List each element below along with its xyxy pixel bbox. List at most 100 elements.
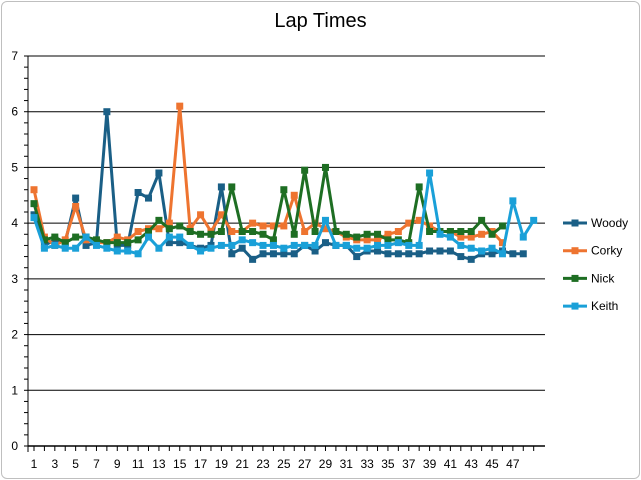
data-point-nick xyxy=(61,239,69,247)
data-point-keith xyxy=(394,239,402,247)
data-point-keith xyxy=(498,250,506,258)
data-point-corky xyxy=(113,233,121,241)
x-tick-label: 35 xyxy=(381,457,395,471)
data-point-nick xyxy=(363,230,371,238)
data-point-keith xyxy=(30,214,38,222)
data-point-woody xyxy=(311,247,319,255)
data-point-woody xyxy=(394,250,402,258)
data-point-nick xyxy=(197,230,205,238)
x-tick-label: 47 xyxy=(506,457,520,471)
data-point-keith xyxy=(332,241,340,249)
data-point-corky xyxy=(259,222,267,230)
data-point-nick xyxy=(51,233,59,241)
data-point-corky xyxy=(30,186,38,194)
data-point-keith xyxy=(509,197,517,205)
data-point-keith xyxy=(519,233,527,241)
data-point-corky xyxy=(134,228,142,235)
legend-label: Corky xyxy=(591,244,622,258)
x-tick-label: 1 xyxy=(31,457,38,471)
data-point-keith xyxy=(384,241,392,249)
data-point-nick xyxy=(290,230,298,238)
data-point-nick xyxy=(426,228,434,235)
data-point-woody xyxy=(165,239,173,247)
data-point-woody xyxy=(436,247,444,255)
data-point-keith xyxy=(249,239,257,247)
data-point-nick xyxy=(269,236,277,244)
x-tick-label: 25 xyxy=(277,457,291,471)
data-point-keith xyxy=(217,241,225,249)
data-point-nick xyxy=(384,236,392,244)
data-point-corky xyxy=(363,236,371,244)
data-point-keith xyxy=(301,241,309,249)
data-point-woody xyxy=(446,247,454,255)
data-point-nick xyxy=(446,228,454,235)
data-point-keith xyxy=(342,241,350,249)
data-point-corky xyxy=(478,230,486,238)
data-point-woody xyxy=(176,239,184,247)
data-point-keith xyxy=(436,230,444,238)
data-point-corky xyxy=(72,202,80,210)
data-point-keith xyxy=(228,241,236,249)
data-point-keith xyxy=(197,247,205,255)
data-point-corky xyxy=(394,228,402,235)
data-point-keith xyxy=(165,233,173,241)
data-point-keith xyxy=(155,244,163,252)
data-point-woody xyxy=(290,250,298,258)
data-point-corky xyxy=(301,228,309,235)
data-point-nick xyxy=(353,233,361,241)
data-point-keith xyxy=(103,244,111,252)
x-tick-label: 7 xyxy=(93,457,100,471)
x-tick-label: 41 xyxy=(444,457,458,471)
data-point-nick xyxy=(155,216,163,224)
data-point-keith xyxy=(530,216,538,224)
data-point-nick xyxy=(311,228,319,235)
x-tick-label: 15 xyxy=(173,457,187,471)
data-point-nick xyxy=(280,186,288,194)
data-point-woody xyxy=(134,189,142,196)
data-point-woody xyxy=(405,250,413,258)
data-point-nick xyxy=(457,228,465,235)
data-point-keith xyxy=(72,244,80,252)
x-tick-label: 3 xyxy=(51,457,58,471)
x-tick-label: 31 xyxy=(340,457,354,471)
legend-marker xyxy=(571,274,579,282)
data-point-corky xyxy=(457,233,465,241)
data-point-keith xyxy=(51,241,59,249)
data-point-keith xyxy=(113,247,121,255)
data-point-nick xyxy=(176,222,184,230)
data-point-woody xyxy=(269,250,277,258)
data-point-keith xyxy=(353,244,361,252)
data-point-nick xyxy=(30,200,38,208)
x-tick-label: 29 xyxy=(319,457,333,471)
x-tick-label: 11 xyxy=(132,457,145,471)
y-tick-label: 1 xyxy=(11,383,18,397)
data-point-keith xyxy=(40,244,48,252)
y-tick-label: 0 xyxy=(11,439,18,453)
y-tick-label: 3 xyxy=(11,272,18,286)
data-point-keith xyxy=(82,233,90,241)
data-point-nick xyxy=(134,236,142,244)
data-point-nick xyxy=(238,228,246,235)
data-point-woody xyxy=(509,250,517,258)
x-tick-label: 21 xyxy=(236,457,250,471)
data-point-woody xyxy=(259,250,267,258)
data-point-nick xyxy=(113,239,121,247)
data-point-keith xyxy=(467,244,475,252)
data-point-keith xyxy=(145,233,153,241)
legend-marker xyxy=(571,219,579,227)
data-point-keith xyxy=(426,169,434,177)
x-tick-label: 27 xyxy=(298,457,312,471)
data-point-nick xyxy=(478,216,486,224)
data-point-woody xyxy=(155,169,163,177)
data-point-nick xyxy=(259,230,267,238)
data-point-keith xyxy=(290,241,298,249)
data-point-keith xyxy=(280,244,288,252)
data-point-keith xyxy=(321,216,329,224)
series-line-corky xyxy=(32,104,504,247)
data-point-nick xyxy=(72,233,80,241)
data-point-corky xyxy=(269,222,277,230)
data-point-nick xyxy=(228,183,236,191)
y-tick-label: 5 xyxy=(11,160,18,174)
data-point-corky xyxy=(155,225,163,233)
data-point-corky xyxy=(280,222,288,230)
